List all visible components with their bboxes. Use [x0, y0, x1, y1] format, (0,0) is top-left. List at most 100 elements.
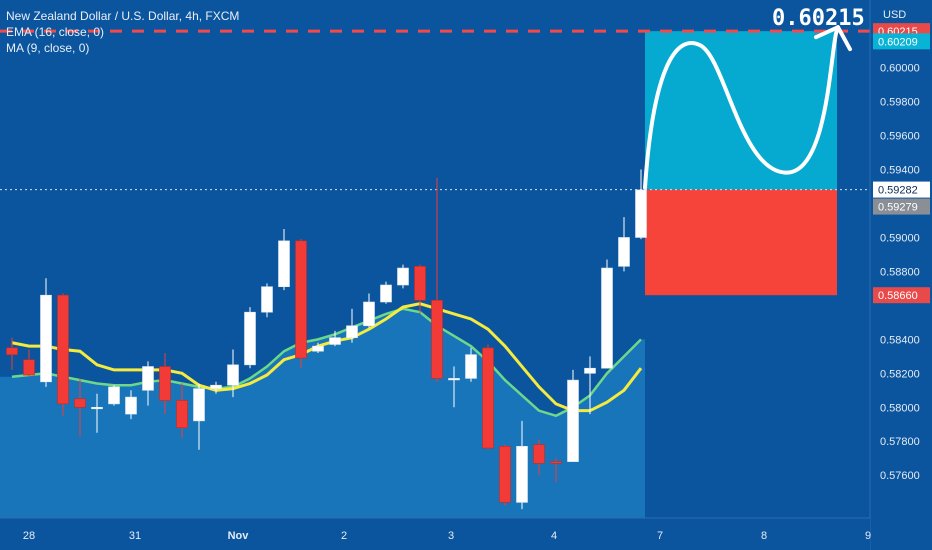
candle: [210, 381, 222, 394]
legend-item-ma: MA (9, close, 0): [6, 41, 90, 55]
y-tick-label: 0.57600: [880, 470, 920, 482]
candle-body: [210, 384, 222, 389]
candle-body: [550, 461, 562, 464]
candle: [142, 361, 154, 406]
x-tick-label: 2: [341, 530, 347, 542]
candle: [533, 439, 545, 476]
candle: [74, 378, 86, 437]
price-tag-last-bg: [873, 181, 930, 198]
candle: [193, 383, 205, 450]
price-tag-ema: 0.60209: [878, 36, 918, 48]
candle-body: [346, 325, 358, 338]
y-tick-label: 0.58400: [880, 334, 920, 346]
stop-zone: [645, 189, 837, 296]
candle: [567, 369, 579, 462]
candle: [176, 383, 188, 438]
candle-body: [635, 189, 647, 238]
candle-body: [465, 354, 477, 379]
price-tag-ema-bg: [873, 33, 930, 50]
price-tag-last: 0.59282: [878, 185, 918, 197]
price-tag-prev: 0.59279: [878, 202, 918, 214]
candle: [159, 352, 171, 415]
candle: [346, 308, 358, 343]
time-axis: [0, 518, 870, 550]
candle-body: [516, 446, 528, 503]
legend: New Zealand Dollar / U.S. Dollar, 4h, FX…: [6, 8, 239, 56]
candle: [516, 420, 528, 510]
y-tick-label: 0.59400: [880, 165, 920, 177]
arrow-head: [814, 25, 852, 52]
candle-body: [312, 345, 324, 352]
candle-body: [618, 237, 630, 267]
candle-body: [482, 347, 494, 449]
candle: [363, 293, 375, 328]
projection-curve: [643, 25, 840, 190]
candle: [550, 458, 562, 482]
candle: [91, 393, 103, 433]
candle: [635, 169, 647, 240]
x-tick-label: 7: [657, 530, 663, 542]
legend-item-ema: EMA (16, close, 0): [6, 25, 105, 39]
price-axis: [870, 0, 932, 550]
candle: [448, 366, 460, 408]
candle: [261, 283, 273, 318]
candle: [278, 228, 290, 291]
y-tick-label: 0.59600: [880, 131, 920, 143]
currency-label: USD: [883, 9, 906, 21]
y-tick-label: 0.60000: [880, 63, 920, 75]
candle: [329, 330, 341, 347]
candle-body: [159, 366, 171, 401]
y-tick-label: 0.59800: [880, 97, 920, 109]
candle-body: [142, 366, 154, 391]
candle-body: [40, 294, 52, 383]
ema-line: [11, 302, 643, 413]
y-tick-label: 0.58000: [880, 402, 920, 414]
candle: [108, 385, 120, 406]
x-tick-label: 9: [865, 530, 871, 542]
candle-body: [584, 367, 596, 374]
candle-body: [125, 396, 137, 415]
candle: [499, 444, 511, 506]
y-tick-label: 0.57800: [880, 436, 920, 448]
candle-body: [533, 444, 545, 464]
ma-line: [11, 307, 642, 418]
candle: [431, 178, 443, 382]
candle: [414, 264, 426, 314]
target-annotation: 0.60215: [772, 6, 865, 31]
candle: [482, 344, 494, 450]
x-tick-label: 8: [761, 530, 767, 542]
y-tick-label: 0.58200: [880, 368, 920, 380]
price-tag-prev-bg: [873, 198, 930, 215]
candle-body: [380, 284, 392, 303]
candle-body: [414, 266, 426, 301]
candle-body: [23, 359, 35, 376]
candle-body: [329, 337, 341, 345]
candle-body: [601, 267, 613, 369]
candle: [227, 349, 239, 398]
candle: [312, 342, 324, 353]
candle: [244, 307, 256, 369]
candle: [40, 278, 52, 387]
candle: [465, 347, 477, 382]
candle-body: [295, 240, 307, 359]
x-tick-label: 31: [129, 530, 141, 542]
candle: [618, 217, 630, 272]
candle-body: [227, 364, 239, 386]
candle: [601, 259, 613, 369]
candle-body: [397, 267, 409, 286]
candle-body: [6, 347, 18, 355]
candle-body: [108, 386, 120, 405]
candle-body: [278, 240, 290, 288]
candle-body: [57, 294, 69, 405]
candle: [584, 356, 596, 415]
candle: [125, 390, 137, 420]
y-tick-label: 0.59000: [880, 232, 920, 244]
candle: [6, 337, 18, 370]
candle-body: [363, 301, 375, 327]
candle-body: [244, 311, 256, 366]
candle: [397, 264, 409, 289]
candle-body: [448, 378, 460, 381]
candle-body: [567, 379, 579, 462]
